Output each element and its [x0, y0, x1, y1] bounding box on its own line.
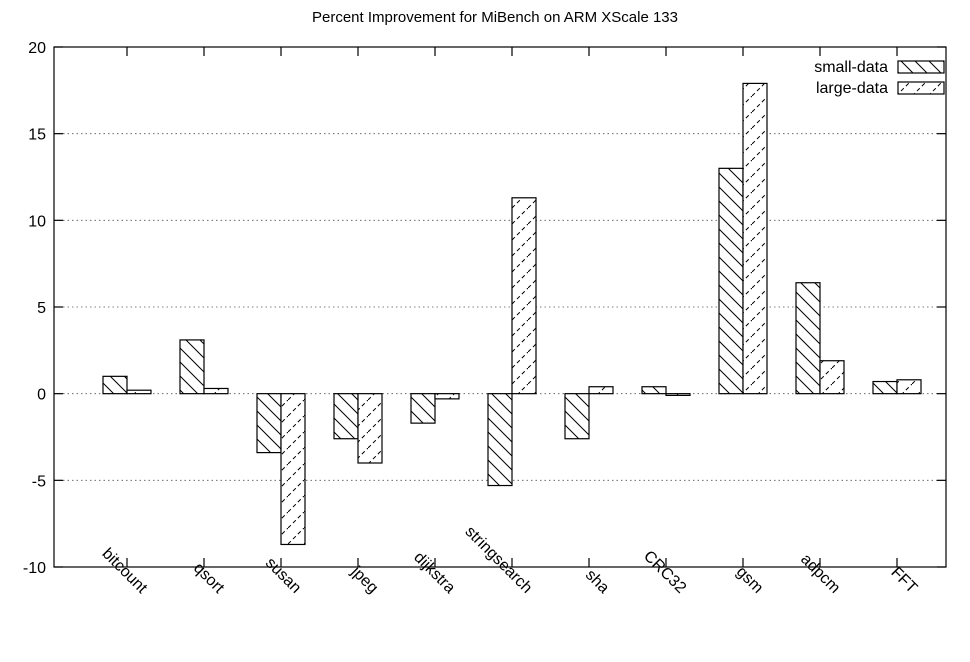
bar-large-data-sha — [588, 386, 614, 395]
y-tick-label: 20 — [28, 40, 46, 57]
legend-label-large-data: large-data — [816, 80, 888, 97]
x-tick-label-dijkstra: dijkstra — [410, 549, 458, 597]
bar-small-data-qsort — [179, 339, 205, 395]
bar-small-data-dijkstra — [410, 393, 436, 424]
legend-swatch-small-data — [897, 60, 945, 74]
axis-ticks — [54, 46, 946, 568]
bar-small-data-bitcount — [102, 375, 128, 395]
x-tick-label-adpcm: adpcm — [797, 551, 843, 597]
bar-large-data-susan — [280, 393, 306, 546]
bar-small-data-susan — [256, 393, 282, 454]
x-tick-label-qsort: qsort — [190, 560, 228, 598]
y-tick-label: 10 — [28, 213, 46, 230]
bar-small-data-sha — [564, 393, 590, 440]
bar-large-data-CRC32 — [665, 393, 691, 396]
bar-large-data-gsm — [742, 82, 768, 395]
bar-small-data-gsm — [718, 167, 744, 395]
bar-small-data-FFT — [872, 380, 898, 395]
x-tick-label-FFT: FFT — [887, 564, 920, 597]
legend-label-small-data: small-data — [814, 59, 888, 76]
x-tick-label-gsm: gsm — [733, 563, 766, 596]
x-tick-label-bitcount: bitcount — [99, 545, 151, 597]
y-tick-label: -10 — [23, 560, 46, 577]
y-tick-labels: -10 -5 0 5 10 15 20 — [23, 40, 46, 577]
bars — [102, 82, 922, 546]
bar-large-data-qsort — [203, 387, 229, 395]
bar-small-data-jpeg — [333, 393, 359, 440]
x-tick-labels: bitcount qsort susan jpeg dijkstra stringsear… — [99, 523, 921, 597]
x-tick-label-susan: susan — [262, 555, 304, 597]
bar-large-data-jpeg — [357, 393, 383, 464]
y-tick-label: -5 — [32, 473, 46, 490]
legend-swatch-large-data — [897, 81, 945, 95]
x-tick-label-jpeg: jpeg — [347, 563, 381, 597]
bar-small-data-CRC32 — [641, 386, 667, 395]
y-tick-label: 15 — [28, 127, 46, 144]
bar-small-data-stringsearch — [487, 393, 513, 487]
x-tick-label-CRC32: CRC32 — [640, 548, 689, 597]
y-tick-label: 0 — [37, 387, 46, 404]
bar-large-data-adpcm — [819, 360, 845, 395]
bar-large-data-bitcount — [126, 389, 152, 395]
bar-large-data-stringsearch — [511, 197, 537, 395]
chart-title: Percent Improvement for MiBench on ARM X… — [312, 9, 678, 26]
x-tick-label-stringsearch: stringsearch — [462, 523, 536, 597]
legend: small-data large-data — [814, 59, 945, 97]
x-tick-label-sha: sha — [582, 567, 612, 597]
bar-large-data-dijkstra — [434, 393, 460, 400]
bar-small-data-adpcm — [795, 282, 821, 395]
y-tick-label: 5 — [37, 300, 46, 317]
bar-large-data-FFT — [896, 379, 922, 395]
